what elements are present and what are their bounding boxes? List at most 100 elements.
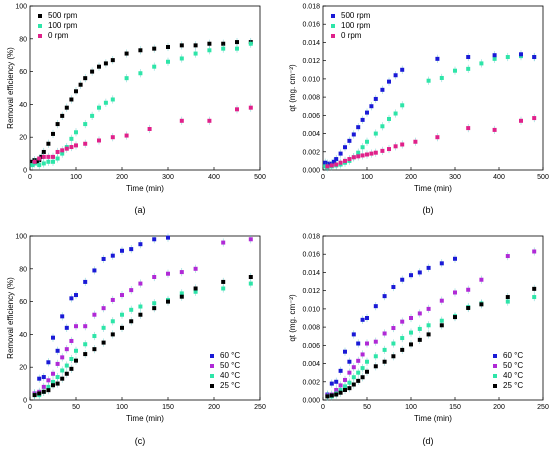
data-point bbox=[51, 159, 55, 164]
data-point bbox=[343, 145, 347, 150]
data-point bbox=[373, 304, 378, 309]
data-point bbox=[34, 159, 39, 164]
plot-frame bbox=[322, 235, 544, 401]
data-point bbox=[46, 159, 51, 164]
data-point bbox=[248, 275, 253, 279]
data-point bbox=[338, 368, 343, 373]
data-point bbox=[193, 266, 198, 271]
data-point bbox=[46, 141, 51, 146]
data-point bbox=[46, 388, 51, 393]
data-point bbox=[64, 146, 69, 151]
data-point bbox=[365, 152, 369, 157]
data-point bbox=[329, 163, 334, 168]
x-tick-label: 200 bbox=[208, 404, 220, 411]
data-point bbox=[60, 148, 65, 153]
data-point bbox=[387, 116, 391, 121]
data-point bbox=[505, 55, 510, 60]
data-point bbox=[64, 371, 69, 376]
data-point bbox=[360, 352, 365, 357]
data-point bbox=[37, 376, 42, 381]
data-point bbox=[90, 69, 95, 74]
data-point bbox=[373, 96, 378, 101]
data-point bbox=[74, 358, 78, 363]
data-point bbox=[74, 293, 78, 298]
data-point bbox=[532, 295, 537, 300]
data-point bbox=[46, 154, 51, 159]
legend-marker bbox=[331, 24, 335, 28]
data-point bbox=[41, 375, 46, 380]
legend-label: 100 rpm bbox=[48, 21, 78, 30]
data-point bbox=[221, 286, 226, 291]
data-point bbox=[373, 131, 378, 136]
data-point bbox=[32, 159, 37, 164]
legend-marker bbox=[38, 14, 42, 18]
data-point bbox=[519, 52, 523, 57]
data-point bbox=[369, 104, 374, 109]
data-point bbox=[83, 122, 88, 127]
y-tick-label: 40 bbox=[19, 102, 27, 109]
y-tick-label: 60 bbox=[19, 69, 27, 76]
data-point bbox=[69, 366, 74, 371]
data-point bbox=[248, 237, 253, 242]
data-point bbox=[505, 254, 510, 259]
data-point bbox=[351, 365, 356, 370]
series-500-rpm bbox=[30, 37, 253, 166]
data-point bbox=[69, 338, 74, 343]
data-point bbox=[365, 316, 369, 320]
data-point bbox=[426, 323, 431, 328]
data-point bbox=[69, 357, 74, 361]
data-point bbox=[466, 55, 471, 60]
data-point bbox=[351, 332, 356, 337]
data-point bbox=[380, 87, 385, 92]
series-60-c bbox=[32, 233, 170, 398]
data-point bbox=[248, 281, 253, 286]
data-point bbox=[179, 118, 184, 123]
data-point bbox=[387, 147, 391, 152]
y-tick-label: 0.012 bbox=[302, 58, 320, 65]
y-tick-label: 0.016 bbox=[302, 252, 320, 259]
y-tick-label: 40 bbox=[19, 332, 27, 339]
data-point bbox=[110, 297, 115, 302]
data-point bbox=[426, 332, 431, 337]
x-tick-label: 0 bbox=[321, 174, 325, 181]
data-point bbox=[360, 317, 365, 322]
data-point bbox=[30, 163, 35, 168]
data-point bbox=[51, 131, 55, 136]
data-point bbox=[532, 55, 537, 60]
legend-label: 25 °C bbox=[503, 381, 523, 390]
data-point bbox=[78, 82, 83, 87]
chart-panel-3: 0 50 100 150 200 250 0.000 0.002 0.004 0.006 0.008… bbox=[288, 234, 549, 447]
data-point bbox=[453, 68, 457, 73]
x-tick-label: 50 bbox=[72, 404, 80, 411]
y-tick-label: 0.010 bbox=[302, 76, 320, 83]
data-point bbox=[92, 334, 97, 339]
y-axis-label: Removal efficiency (%) bbox=[6, 277, 15, 359]
data-point bbox=[439, 298, 444, 303]
data-point bbox=[426, 306, 431, 311]
data-point bbox=[334, 157, 339, 162]
data-point bbox=[417, 326, 422, 331]
data-point bbox=[90, 113, 95, 118]
data-point bbox=[83, 76, 88, 81]
x-axis-label: Time (min) bbox=[126, 184, 164, 193]
data-point bbox=[409, 273, 413, 278]
data-point bbox=[138, 312, 143, 317]
data-point bbox=[338, 151, 343, 156]
data-point bbox=[64, 363, 69, 368]
legend-marker bbox=[493, 384, 497, 388]
legend-label: 50 °C bbox=[220, 361, 240, 370]
y-tick-label: 0.004 bbox=[302, 131, 320, 138]
data-point bbox=[479, 302, 484, 307]
legend-marker bbox=[38, 24, 42, 28]
series-0-rpm bbox=[325, 113, 537, 171]
data-point bbox=[413, 139, 418, 144]
legend-marker bbox=[210, 374, 214, 378]
data-point bbox=[426, 265, 431, 270]
y-tick-label: 0.012 bbox=[302, 288, 320, 295]
chart-panel-1: 0 100 200 300 400 500 0.000 0.002 0.004 0.006 0.00… bbox=[288, 4, 549, 216]
legend-label: 60 °C bbox=[503, 351, 523, 360]
data-point bbox=[74, 348, 78, 353]
data-point bbox=[41, 384, 46, 389]
data-point bbox=[373, 339, 378, 344]
